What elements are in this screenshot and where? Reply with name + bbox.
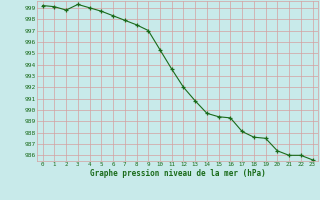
X-axis label: Graphe pression niveau de la mer (hPa): Graphe pression niveau de la mer (hPa)	[90, 169, 266, 178]
